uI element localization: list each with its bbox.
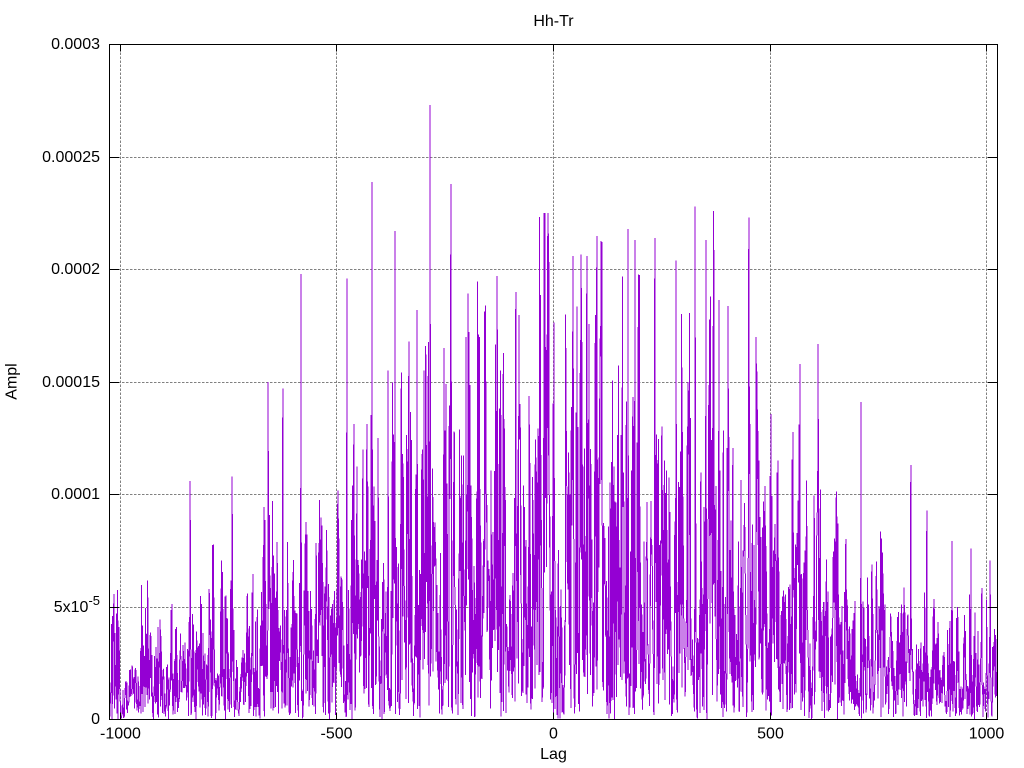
svg-text:0.00025: 0.00025	[42, 149, 100, 166]
svg-text:Lag: Lag	[540, 746, 567, 763]
svg-text:0: 0	[91, 711, 100, 728]
svg-text:0.0002: 0.0002	[51, 261, 100, 278]
svg-text:Ampl: Ampl	[4, 363, 21, 399]
svg-text:1000: 1000	[969, 726, 1005, 743]
svg-text:0.00015: 0.00015	[42, 374, 100, 391]
svg-text:0.0001: 0.0001	[51, 486, 100, 503]
svg-text:500: 500	[757, 726, 784, 743]
svg-text:0.0003: 0.0003	[51, 36, 100, 53]
svg-text:5x10-5: 5x10-5	[54, 593, 100, 616]
svg-text:Hh-Tr: Hh-Tr	[533, 13, 574, 30]
svg-text:-500: -500	[320, 726, 352, 743]
svg-text:0: 0	[549, 726, 558, 743]
svg-text:-1000: -1000	[100, 726, 141, 743]
